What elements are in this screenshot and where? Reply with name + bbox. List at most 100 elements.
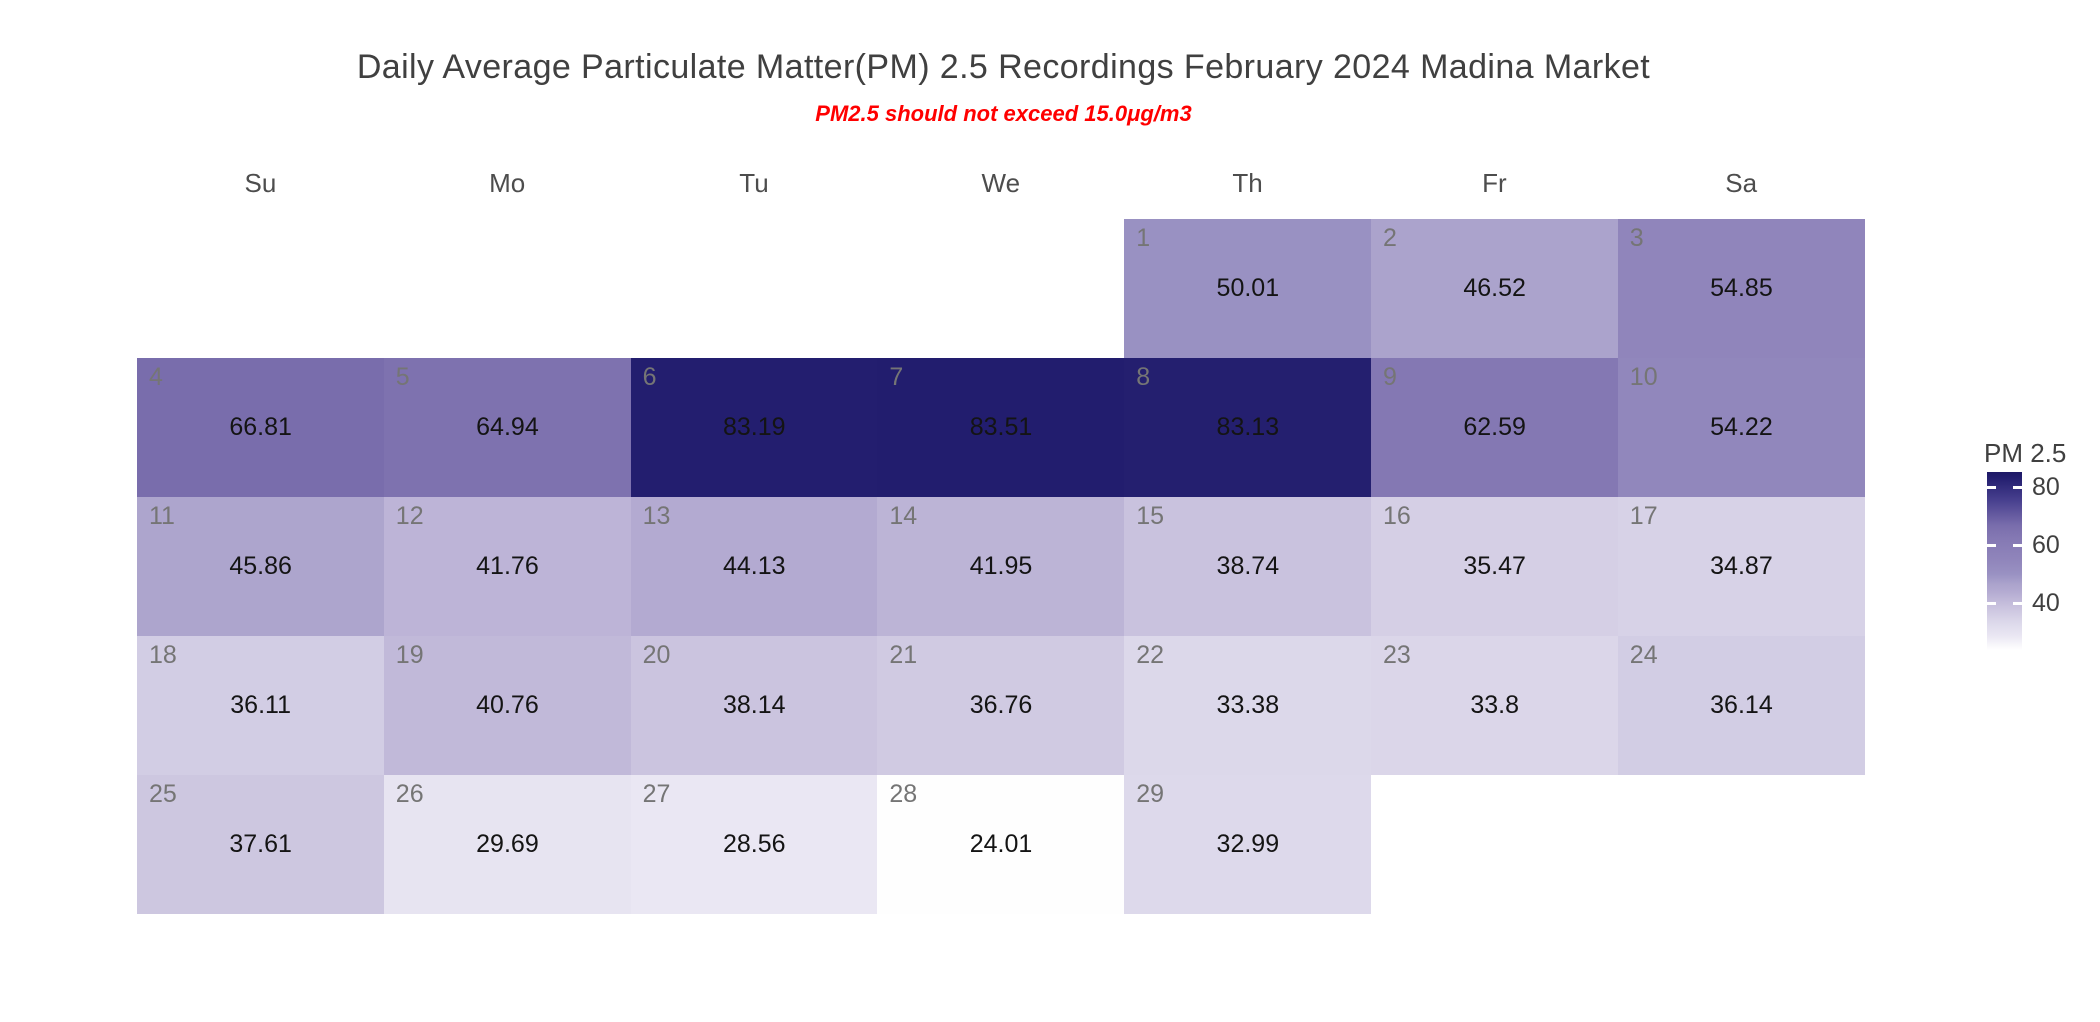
calendar-cell: 14 41.95 bbox=[877, 496, 1125, 637]
calendar-cell: 19 40.76 bbox=[383, 635, 632, 776]
pm-value: 33.8 bbox=[1470, 690, 1519, 719]
legend-tick-mark bbox=[2013, 601, 2022, 605]
legend-title: PM 2.5 bbox=[1984, 438, 2067, 468]
day-number: 2 bbox=[1383, 224, 1397, 252]
calendar-cell: 20 38.14 bbox=[630, 635, 878, 776]
day-number: 21 bbox=[889, 640, 918, 669]
calendar-cell: 16 35.47 bbox=[1371, 496, 1619, 637]
day-number: 19 bbox=[395, 640, 424, 669]
pm-value: 24.01 bbox=[969, 829, 1033, 858]
legend-tick-mark bbox=[1987, 601, 1996, 605]
legend-tick-mark bbox=[2013, 543, 2022, 547]
calendar-cell: 25 37.61 bbox=[137, 774, 385, 914]
legend-tick-label: 80 bbox=[2032, 473, 2060, 502]
weekday-label: Th bbox=[1232, 168, 1263, 198]
day-number: 6 bbox=[642, 362, 657, 391]
pm-value: 50.01 bbox=[1216, 274, 1280, 303]
pm-value: 62.59 bbox=[1463, 413, 1526, 442]
calendar-cell: 13 44.13 bbox=[630, 496, 878, 637]
calendar-cell: 4 66.81 bbox=[137, 357, 385, 498]
pm-value: 54.85 bbox=[1710, 274, 1773, 303]
calendar-cell: 18 36.11 bbox=[137, 635, 385, 776]
calendar-cell: 1 50.01 bbox=[1124, 219, 1372, 359]
calendar-cell: 24 36.14 bbox=[1617, 635, 1866, 776]
pm-value: 83.19 bbox=[722, 413, 786, 442]
calendar-cell: 29 32.99 bbox=[1124, 774, 1372, 914]
pm-value: 37.61 bbox=[229, 829, 292, 858]
calendar-cell: 26 29.69 bbox=[383, 774, 632, 914]
day-number: 1 bbox=[1136, 224, 1151, 252]
pm-value: 36.76 bbox=[969, 690, 1033, 719]
calendar-cell: 23 33.8 bbox=[1371, 635, 1619, 776]
day-number: 16 bbox=[1383, 501, 1411, 530]
pm-value: 64.94 bbox=[476, 413, 539, 442]
pm-value: 28.56 bbox=[722, 829, 786, 858]
legend-tick-mark bbox=[1987, 485, 1996, 489]
day-number: 15 bbox=[1136, 501, 1164, 530]
day-number: 20 bbox=[642, 640, 671, 669]
calendar-cell: 17 34.87 bbox=[1617, 496, 1866, 637]
weekday-label: Sa bbox=[1725, 168, 1758, 198]
weekday-label: Su bbox=[244, 168, 277, 198]
pm-value: 41.95 bbox=[969, 551, 1033, 580]
calendar-cell: 28 24.01 bbox=[877, 774, 1125, 914]
pm-value: 38.74 bbox=[1216, 551, 1280, 580]
day-number: 29 bbox=[1136, 779, 1164, 808]
chart-title: Daily Average Particulate Matter(PM) 2.5… bbox=[356, 48, 1651, 86]
pm-value: 66.81 bbox=[229, 413, 292, 442]
pm-value: 83.51 bbox=[969, 413, 1033, 442]
pm-value: 44.13 bbox=[722, 551, 786, 580]
day-number: 23 bbox=[1383, 640, 1411, 669]
day-number: 25 bbox=[149, 779, 177, 808]
weekday-label: Fr bbox=[1482, 168, 1507, 198]
pm-value: 38.14 bbox=[722, 690, 786, 719]
day-number: 10 bbox=[1629, 362, 1658, 391]
calendar-cell: 8 83.13 bbox=[1124, 357, 1372, 498]
calendar-cell: 21 36.76 bbox=[877, 635, 1125, 776]
pm-value: 45.86 bbox=[229, 551, 292, 580]
calendar-cell: 22 33.38 bbox=[1124, 635, 1372, 776]
pm-value: 32.99 bbox=[1216, 829, 1280, 858]
pm-value: 83.13 bbox=[1216, 413, 1280, 442]
calendar-cell: 27 28.56 bbox=[630, 774, 878, 914]
calendar-cell: 2 46.52 bbox=[1371, 219, 1619, 359]
calendar-cell: 7 83.51 bbox=[877, 357, 1125, 498]
pm-value: 40.76 bbox=[476, 690, 539, 719]
day-number: 9 bbox=[1383, 362, 1397, 391]
pm-value: 36.14 bbox=[1710, 690, 1773, 719]
day-number: 8 bbox=[1136, 362, 1151, 391]
day-number: 13 bbox=[642, 501, 671, 530]
weekday-label: Mo bbox=[489, 168, 526, 198]
day-number: 17 bbox=[1629, 501, 1658, 530]
pm-value: 41.76 bbox=[476, 551, 539, 580]
pm-value: 35.47 bbox=[1463, 551, 1526, 580]
weekday-label: We bbox=[981, 168, 1021, 198]
day-number: 18 bbox=[149, 640, 177, 669]
day-number: 5 bbox=[395, 362, 410, 391]
legend-tick-label: 40 bbox=[2032, 589, 2060, 618]
day-number: 22 bbox=[1136, 640, 1164, 669]
legend-colorbar bbox=[1987, 472, 2022, 650]
calendar-cell: 3 54.85 bbox=[1617, 219, 1866, 359]
day-number: 24 bbox=[1629, 640, 1658, 669]
day-number: 4 bbox=[149, 362, 163, 391]
legend-tick-mark bbox=[1987, 543, 1996, 547]
pm-value: 54.22 bbox=[1710, 413, 1773, 442]
day-number: 14 bbox=[889, 501, 918, 530]
legend-tick-label: 60 bbox=[2032, 531, 2060, 560]
calendar-cell: 5 64.94 bbox=[383, 357, 632, 498]
pm-value: 33.38 bbox=[1216, 690, 1280, 719]
day-number: 26 bbox=[395, 779, 424, 808]
calendar-cell: 9 62.59 bbox=[1371, 357, 1619, 498]
day-number: 27 bbox=[642, 779, 671, 808]
weekday-label: Tu bbox=[739, 168, 769, 198]
pm-value: 36.11 bbox=[230, 690, 291, 719]
legend-tick-mark bbox=[2013, 485, 2022, 489]
day-number: 3 bbox=[1629, 224, 1644, 252]
day-number: 28 bbox=[889, 779, 918, 808]
calendar-cell: 6 83.19 bbox=[630, 357, 878, 498]
calendar-cell: 10 54.22 bbox=[1617, 357, 1866, 498]
calendar-cell: 15 38.74 bbox=[1124, 496, 1372, 637]
pm-value: 34.87 bbox=[1710, 551, 1773, 580]
chart-subtitle: PM2.5 should not exceed 15.0μg/m3 bbox=[815, 101, 1192, 126]
